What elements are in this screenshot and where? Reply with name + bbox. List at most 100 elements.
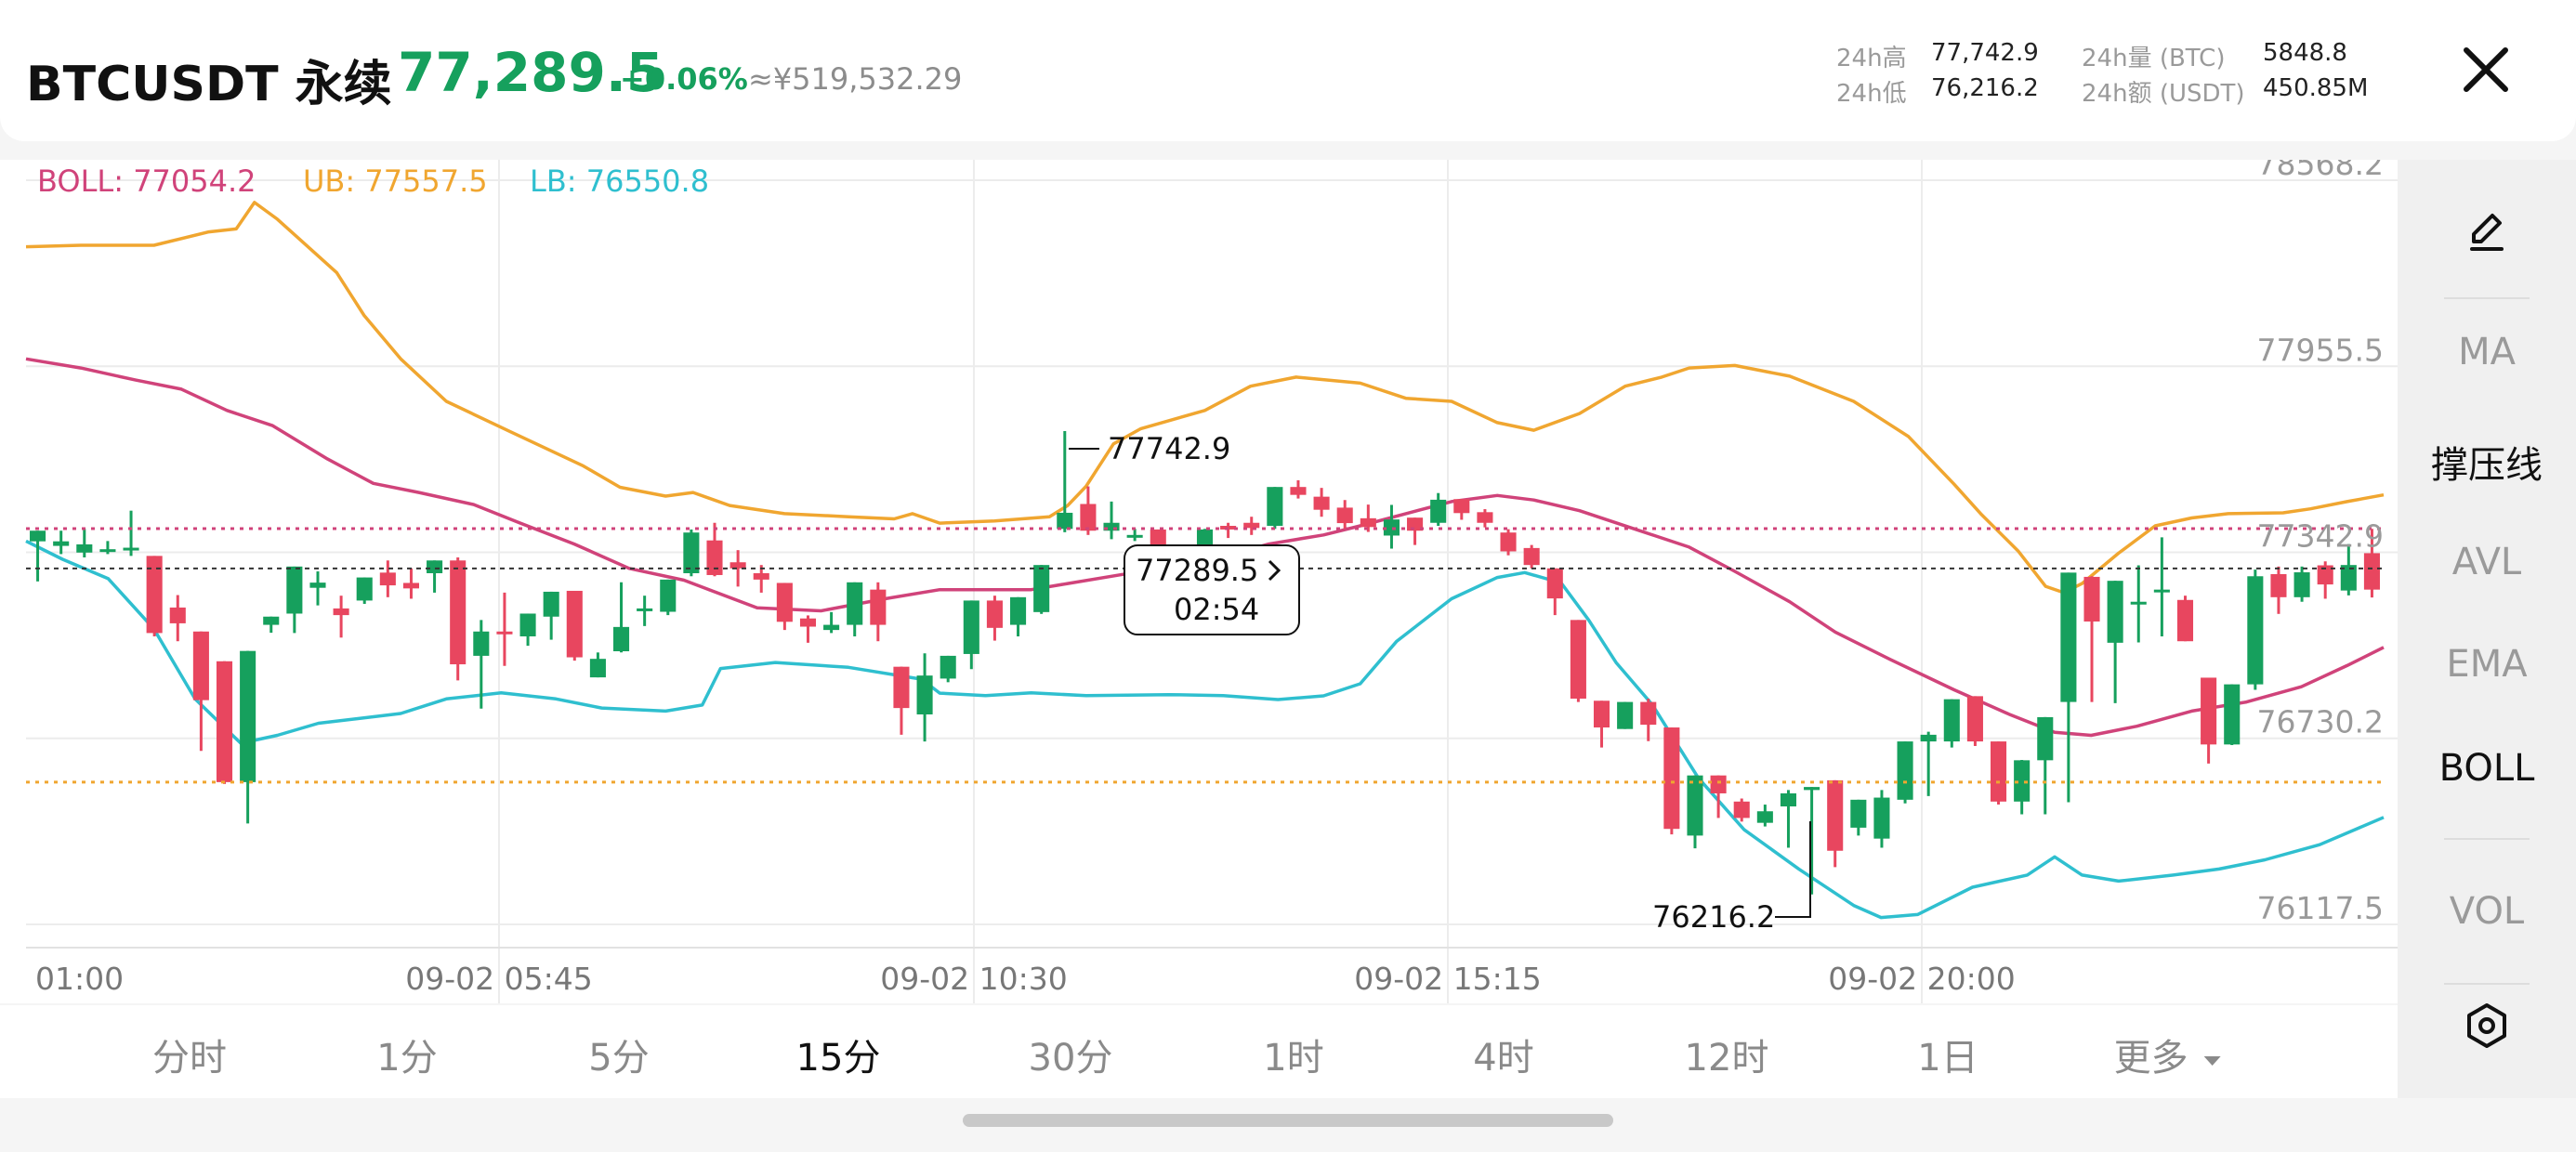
candle bbox=[379, 560, 396, 597]
candle bbox=[612, 582, 630, 653]
candle bbox=[2201, 677, 2217, 764]
candle bbox=[1780, 790, 1797, 848]
candle bbox=[240, 650, 256, 824]
candle bbox=[916, 653, 933, 742]
chevron-right-icon bbox=[1268, 559, 1281, 582]
close-icon[interactable] bbox=[2453, 37, 2518, 102]
draw-tool-icon[interactable] bbox=[2459, 201, 2515, 256]
candle bbox=[53, 530, 70, 555]
candle-body bbox=[286, 566, 303, 614]
candle-body bbox=[1360, 517, 1376, 528]
stat-label-24h-volume: 24h量 (BTC) bbox=[2082, 45, 2226, 72]
candle bbox=[450, 557, 467, 681]
tab-15m[interactable]: 15分 bbox=[795, 1037, 881, 1080]
kline-chart-canvas: BOLL: 77054.2 UB: 77557.5 LB: 76550.8 78… bbox=[25, 146, 2398, 1003]
candle bbox=[30, 530, 46, 582]
settings-icon[interactable] bbox=[2463, 1001, 2511, 1050]
candle bbox=[2363, 529, 2380, 598]
candle-body bbox=[729, 562, 746, 569]
candle bbox=[1593, 700, 1610, 748]
candle bbox=[192, 631, 209, 752]
candle bbox=[1453, 499, 1470, 520]
candle-body bbox=[612, 626, 630, 652]
x-axis-labels: 01:00 09-02 05:45 09-02 10:30 09-02 15:15 09… bbox=[35, 961, 2016, 997]
indicator-ema[interactable]: EMA bbox=[2446, 643, 2528, 686]
candle bbox=[2176, 596, 2194, 642]
timeframe-tabs: 分时 1分 5分 15分 30分 1时 4时 12时 1日 更多 bbox=[0, 1005, 2398, 1098]
candle-body bbox=[2247, 576, 2264, 685]
stat-value-24h-low: 76,216.2 bbox=[1931, 74, 2039, 102]
candle-body bbox=[2060, 572, 2077, 702]
candle bbox=[1873, 790, 1890, 848]
candle bbox=[99, 541, 116, 555]
candle bbox=[1804, 787, 1820, 895]
high-marker-label: 77742.9 bbox=[1108, 431, 1230, 466]
candle bbox=[1477, 509, 1493, 528]
indicator-vol[interactable]: VOL bbox=[2449, 890, 2525, 933]
candle-body bbox=[1687, 775, 1703, 836]
candle bbox=[823, 611, 840, 634]
stat-value-24h-turnover: 450.85M bbox=[2263, 74, 2369, 102]
candle-body bbox=[519, 613, 536, 636]
legend-boll: BOLL: 77054.2 bbox=[37, 164, 256, 199]
candle-body bbox=[986, 600, 1003, 628]
indicator-ma[interactable]: MA bbox=[2458, 331, 2516, 373]
candle-body bbox=[847, 582, 863, 625]
kline-chart[interactable]: BOLL: 77054.2 UB: 77557.5 LB: 76550.8 78… bbox=[0, 146, 2398, 1003]
current-price-tooltip[interactable]: 77289.5 02:54 bbox=[1124, 544, 1300, 635]
candle bbox=[1687, 775, 1703, 849]
candle-body bbox=[123, 547, 139, 551]
candle bbox=[1080, 486, 1097, 535]
indicator-support-resistance[interactable]: 撑压线 bbox=[2431, 444, 2543, 487]
candle-body bbox=[2317, 565, 2333, 585]
candle bbox=[216, 661, 233, 784]
stat-label-24h-low: 24h低 bbox=[1836, 80, 1907, 108]
candle bbox=[496, 592, 513, 666]
candle bbox=[1546, 568, 1563, 616]
indicator-avl[interactable]: AVL bbox=[2451, 541, 2522, 583]
candle-body bbox=[402, 583, 420, 589]
candle bbox=[893, 666, 910, 735]
symbol-title[interactable]: BTCUSDT 永续 bbox=[26, 57, 392, 112]
y-tick-label: 77955.5 bbox=[2257, 332, 2384, 368]
candle bbox=[333, 596, 349, 638]
candle bbox=[1733, 798, 1750, 822]
candle bbox=[940, 655, 956, 683]
candle bbox=[799, 615, 817, 643]
tab-12h[interactable]: 12时 bbox=[1684, 1037, 1769, 1080]
candle-body bbox=[1943, 699, 1960, 742]
tab-4h[interactable]: 4时 bbox=[1473, 1037, 1534, 1080]
tab-1d[interactable]: 1日 bbox=[1917, 1037, 1978, 1080]
candle bbox=[2293, 566, 2310, 602]
candle bbox=[637, 596, 653, 626]
indicator-boll[interactable]: BOLL bbox=[2438, 747, 2535, 790]
candle-body bbox=[473, 631, 490, 656]
tab-1m[interactable]: 1分 bbox=[376, 1037, 438, 1080]
candle bbox=[2270, 566, 2287, 614]
candle bbox=[1010, 596, 1027, 636]
candle-body bbox=[1290, 487, 1307, 495]
candle-body bbox=[2293, 572, 2310, 597]
candle-body bbox=[1617, 701, 1634, 729]
tab-more[interactable]: 更多 bbox=[2114, 1028, 2225, 1081]
candle bbox=[263, 616, 280, 634]
candle bbox=[1430, 492, 1447, 527]
candle-body bbox=[1243, 522, 1260, 529]
ub-line bbox=[25, 201, 2385, 595]
candle bbox=[2247, 569, 2264, 690]
candle-body bbox=[799, 618, 817, 627]
indicator-menu: MA 撑压线 AVL EMA BOLL VOL bbox=[2398, 160, 2576, 1098]
candle bbox=[1617, 701, 1634, 729]
candle-body bbox=[1780, 792, 1797, 807]
candle-body bbox=[1897, 741, 1913, 800]
tab-5m[interactable]: 5分 bbox=[588, 1037, 650, 1080]
last-price: 77,289.5 bbox=[398, 41, 664, 104]
candle-body bbox=[753, 573, 769, 580]
candle-body bbox=[1804, 787, 1820, 791]
menu-divider bbox=[2444, 983, 2530, 985]
y-tick-label: 76117.5 bbox=[2257, 890, 2384, 926]
tab-1h[interactable]: 1时 bbox=[1263, 1037, 1324, 1080]
tab-30m[interactable]: 30分 bbox=[1028, 1037, 1113, 1080]
home-indicator[interactable] bbox=[963, 1114, 1613, 1127]
tab-timeline[interactable]: 分时 bbox=[152, 1037, 227, 1080]
